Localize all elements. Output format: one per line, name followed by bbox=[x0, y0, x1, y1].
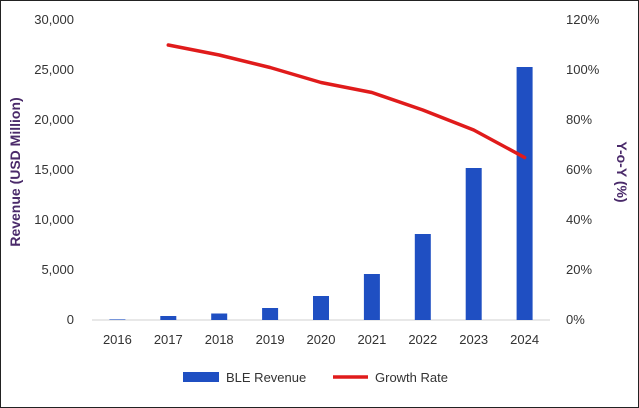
bar-2018 bbox=[211, 313, 228, 320]
x-tick-label: 2018 bbox=[205, 332, 234, 347]
y2-tick-label: 60% bbox=[566, 162, 592, 177]
y-tick-label: 25,000 bbox=[34, 62, 74, 77]
y2-tick-label: 100% bbox=[566, 62, 600, 77]
bar-2021 bbox=[363, 274, 380, 320]
x-tick-label: 2016 bbox=[103, 332, 132, 347]
y-axis-title: Revenue (USD Million) bbox=[7, 97, 23, 246]
x-tick-label: 2022 bbox=[408, 332, 437, 347]
legend: BLE Revenue Growth Rate bbox=[183, 370, 448, 385]
x-axis-ticks: 2016 2017 2018 2019 2020 2021 2022 2023 2024 bbox=[103, 332, 539, 347]
bar-2017 bbox=[160, 316, 177, 320]
bar-2024 bbox=[516, 67, 533, 320]
y-tick-label: 30,000 bbox=[34, 12, 74, 27]
left-axis-ticks: 0 5,000 10,000 15,000 20,000 25,000 30,000 bbox=[34, 12, 74, 327]
y2-tick-label: 80% bbox=[566, 112, 592, 127]
x-tick-label: 2023 bbox=[459, 332, 488, 347]
legend-swatch-bar bbox=[183, 372, 219, 382]
legend-label-line: Growth Rate bbox=[375, 370, 448, 385]
y2-tick-label: 120% bbox=[566, 12, 600, 27]
x-tick-label: 2021 bbox=[357, 332, 386, 347]
y-tick-label: 15,000 bbox=[34, 162, 74, 177]
y-tick-label: 10,000 bbox=[34, 212, 74, 227]
x-tick-label: 2017 bbox=[154, 332, 183, 347]
bar-2019 bbox=[262, 308, 279, 320]
y2-tick-label: 0% bbox=[566, 312, 585, 327]
y-tick-label: 5,000 bbox=[41, 262, 74, 277]
bar-2016 bbox=[109, 319, 126, 320]
y-tick-label: 0 bbox=[67, 312, 74, 327]
legend-label-bar: BLE Revenue bbox=[226, 370, 306, 385]
x-tick-label: 2024 bbox=[510, 332, 539, 347]
y2-axis-title: Y-o-Y (%) bbox=[614, 141, 630, 202]
x-tick-label: 2020 bbox=[307, 332, 336, 347]
y2-tick-label: 40% bbox=[566, 212, 592, 227]
bar-2022 bbox=[414, 234, 431, 320]
growth-rate-line bbox=[166, 43, 527, 160]
right-axis-ticks: 0% 20% 40% 60% 80% 100% 120% bbox=[566, 12, 600, 327]
y-tick-label: 20,000 bbox=[34, 112, 74, 127]
bar-2023 bbox=[465, 168, 482, 320]
bar-series bbox=[109, 67, 533, 320]
y2-tick-label: 20% bbox=[566, 262, 592, 277]
bar-2020 bbox=[313, 296, 329, 320]
x-tick-label: 2019 bbox=[256, 332, 285, 347]
